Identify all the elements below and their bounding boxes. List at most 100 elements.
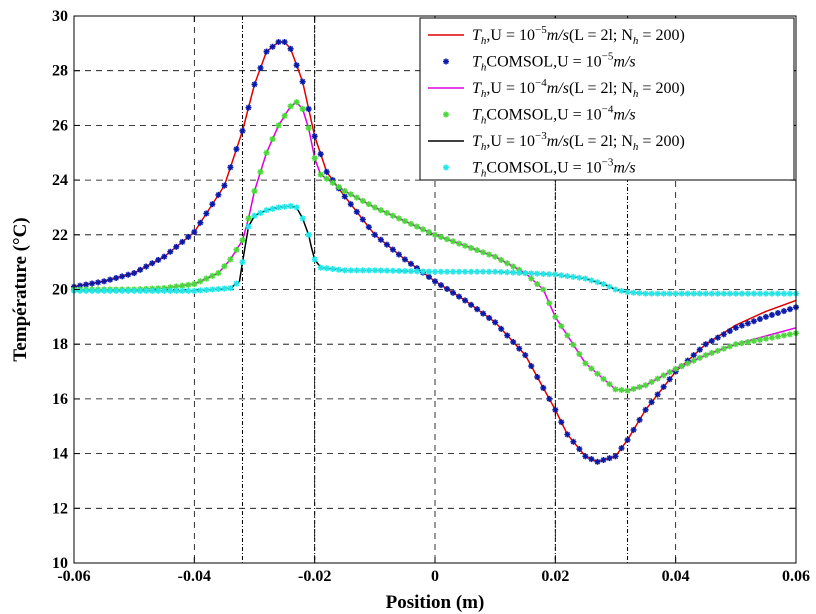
marker-d2	[480, 310, 486, 317]
data-point	[269, 136, 276, 143]
marker-d2	[167, 288, 173, 294]
marker-d2	[576, 351, 583, 357]
data-point	[89, 287, 96, 294]
legend-sub: h	[481, 88, 487, 100]
data-point	[401, 256, 408, 263]
marker-d2	[648, 379, 655, 385]
marker-d2	[558, 323, 565, 329]
marker-d2	[486, 269, 492, 275]
marker-d2	[443, 164, 449, 171]
marker-d2	[203, 210, 210, 217]
marker-d2	[709, 350, 715, 356]
marker-d2	[564, 431, 571, 438]
data-point	[648, 399, 655, 406]
marker-d2	[733, 341, 739, 347]
data-point	[780, 308, 787, 315]
data-point	[341, 267, 348, 274]
marker-d2	[703, 352, 709, 358]
marker-d2	[510, 339, 516, 345]
data-point	[107, 276, 114, 283]
marker-d2	[354, 194, 360, 201]
data-point	[684, 290, 691, 297]
data-point	[552, 406, 559, 413]
data-point	[438, 268, 445, 275]
legend-sub: h	[481, 35, 487, 47]
marker-d2	[366, 224, 372, 230]
data-point	[167, 248, 174, 255]
marker-d2	[624, 437, 631, 443]
marker-d2	[245, 215, 252, 222]
marker-d2	[612, 286, 619, 293]
marker-d2	[197, 287, 204, 294]
marker-d2	[751, 290, 757, 297]
marker-d2	[336, 184, 342, 190]
data-point	[185, 287, 192, 294]
marker-d2	[739, 290, 745, 297]
marker-d2	[269, 44, 276, 50]
marker-d2	[155, 257, 161, 263]
x-tick-label: -0.04	[178, 568, 211, 585]
marker-d2	[233, 247, 240, 253]
legend-tail-sub: h	[633, 88, 639, 100]
marker-d2	[263, 150, 270, 156]
marker-d2	[131, 270, 137, 276]
legend-base: T	[472, 80, 482, 97]
marker-d2	[648, 290, 655, 297]
data-point	[516, 345, 523, 352]
data-point	[425, 268, 432, 275]
data-point	[774, 310, 781, 317]
marker-d2	[251, 188, 258, 194]
marker-d2	[679, 290, 685, 297]
data-point	[89, 280, 96, 287]
data-point	[395, 267, 402, 274]
marker-d2	[221, 285, 228, 292]
data-point	[534, 281, 541, 288]
marker-d2	[366, 267, 372, 274]
data-point	[534, 374, 541, 381]
marker-d2	[324, 176, 330, 182]
legend-mid: ,U = 10	[486, 133, 535, 150]
data-point	[468, 268, 475, 275]
data-point	[359, 197, 366, 204]
marker-d2	[197, 220, 204, 226]
marker-d2	[336, 267, 342, 273]
marker-d2	[492, 319, 498, 325]
legend-entry-3: ThCOMSOL,U = 10−4m/s	[472, 104, 636, 127]
data-point	[137, 266, 144, 273]
marker-d2	[618, 288, 625, 294]
marker-d2	[125, 288, 131, 294]
marker-d2	[179, 283, 185, 289]
marker-d2	[606, 381, 613, 387]
marker-d2	[666, 290, 673, 297]
x-tick-label: 0.04	[662, 568, 690, 585]
y-tick-label: 26	[52, 117, 68, 134]
data-point	[492, 253, 499, 260]
y-tick-label: 22	[52, 227, 68, 244]
data-point	[720, 331, 727, 338]
marker-d2	[552, 271, 558, 278]
marker-d2	[462, 243, 468, 249]
marker-d2	[685, 290, 691, 297]
marker-d2	[438, 234, 444, 240]
data-point	[564, 431, 571, 438]
marker-d2	[360, 216, 366, 223]
marker-d2	[558, 272, 565, 278]
data-point	[383, 241, 390, 248]
legend-mid: COMSOL,U = 10	[486, 54, 601, 71]
data-point	[119, 287, 126, 294]
data-point	[281, 203, 288, 210]
data-point	[552, 313, 559, 320]
marker-d2	[95, 288, 101, 294]
marker-d2	[679, 363, 685, 369]
marker-d2	[245, 104, 252, 111]
marker-d2	[528, 270, 534, 277]
y-tick-label: 30	[52, 8, 68, 25]
legend-unit: m/s	[547, 80, 569, 97]
marker-d2	[402, 256, 408, 263]
y-axis-label: Température (°C)	[10, 217, 31, 361]
data-point	[389, 267, 396, 274]
data-point	[215, 191, 222, 198]
data-point	[600, 281, 607, 288]
marker-d2	[414, 268, 420, 274]
marker-d2	[721, 345, 727, 352]
